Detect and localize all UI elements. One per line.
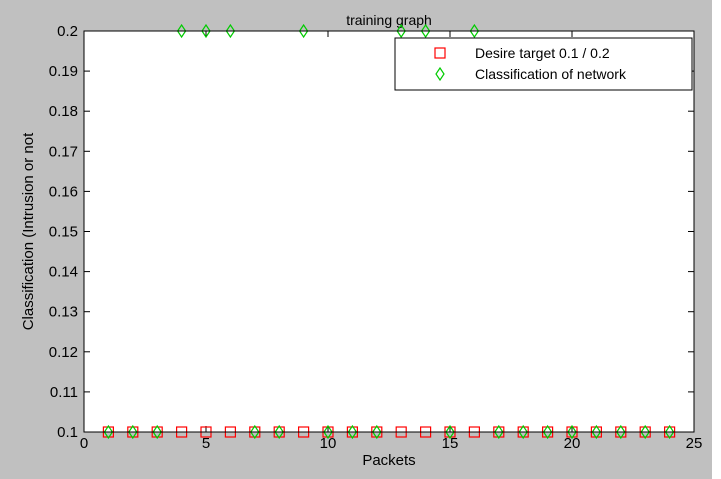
data-point-diamond xyxy=(445,424,455,440)
legend-label: Desire target 0.1 / 0.2 xyxy=(475,45,610,61)
legend-marker-diamond xyxy=(435,66,445,82)
x-tick-label: 0 xyxy=(80,435,88,452)
y-axis-ticks: 0.1 0.11 0.12 0.13 0.14 0.15 0.16 0.17 0.18 0.19 0… xyxy=(49,23,694,441)
chart-title: training graph xyxy=(346,12,432,28)
x-tick-label: 10 xyxy=(320,435,337,452)
data-point-diamond xyxy=(347,424,358,440)
plot-area xyxy=(84,31,694,432)
data-point-diamond xyxy=(469,23,480,39)
y-tick-label: 0.17 xyxy=(49,143,78,160)
data-point-diamond xyxy=(323,424,333,440)
x-axis-label: Packets xyxy=(362,452,415,469)
data-point-diamond xyxy=(567,424,577,440)
legend-box xyxy=(394,37,693,91)
y-tick-label: 0.18 xyxy=(49,103,78,120)
y-tick-label: 0.15 xyxy=(49,224,78,241)
data-point-diamond xyxy=(274,424,284,440)
y-tick-label: 0.11 xyxy=(50,384,78,401)
y-tick-label: 0.16 xyxy=(49,183,78,200)
y-tick-label: 0.12 xyxy=(49,344,78,361)
data-point-diamond xyxy=(640,424,650,440)
x-tick-label: 25 xyxy=(686,435,703,452)
y-tick-label: 0.19 xyxy=(49,63,78,80)
data-point-diamond xyxy=(494,424,504,440)
data-point-diamond xyxy=(616,424,626,440)
data-point-diamond xyxy=(103,424,114,440)
data-point-diamond xyxy=(420,23,431,39)
x-tick-label: 5 xyxy=(202,435,210,452)
x-tick-label: 20 xyxy=(564,435,581,452)
y-tick-label: 0.1 xyxy=(57,424,78,441)
x-tick-label: 15 xyxy=(442,435,459,452)
y-tick-label: 0.2 xyxy=(57,23,78,40)
y-axis-label: Classification (Intrusion or not xyxy=(20,132,37,330)
data-point-diamond xyxy=(201,23,211,39)
data-point-diamond xyxy=(298,23,309,39)
data-point-diamond xyxy=(225,23,236,39)
y-tick-label: 0.14 xyxy=(49,264,78,281)
data-point-diamond xyxy=(128,424,138,440)
data-point-diamond xyxy=(396,23,406,39)
data-point-diamond xyxy=(152,424,162,440)
data-point-diamond xyxy=(591,424,602,440)
legend: Desire target 0.1 / 0.2 Classification of… xyxy=(394,37,693,91)
data-point-diamond xyxy=(372,424,382,440)
series-1-points xyxy=(103,23,675,440)
legend-marker-square xyxy=(434,47,446,59)
y-tick-label: 0.13 xyxy=(49,304,78,321)
data-point-diamond xyxy=(664,424,675,440)
data-point-diamond xyxy=(518,424,528,440)
legend-label: Classification of network xyxy=(475,66,627,82)
data-point-diamond xyxy=(176,23,187,39)
legend-items: Desire target 0.1 / 0.2 Classification of… xyxy=(434,45,627,82)
plot-border xyxy=(83,30,695,433)
data-point-diamond xyxy=(542,424,553,440)
data-point-diamond xyxy=(250,424,260,440)
